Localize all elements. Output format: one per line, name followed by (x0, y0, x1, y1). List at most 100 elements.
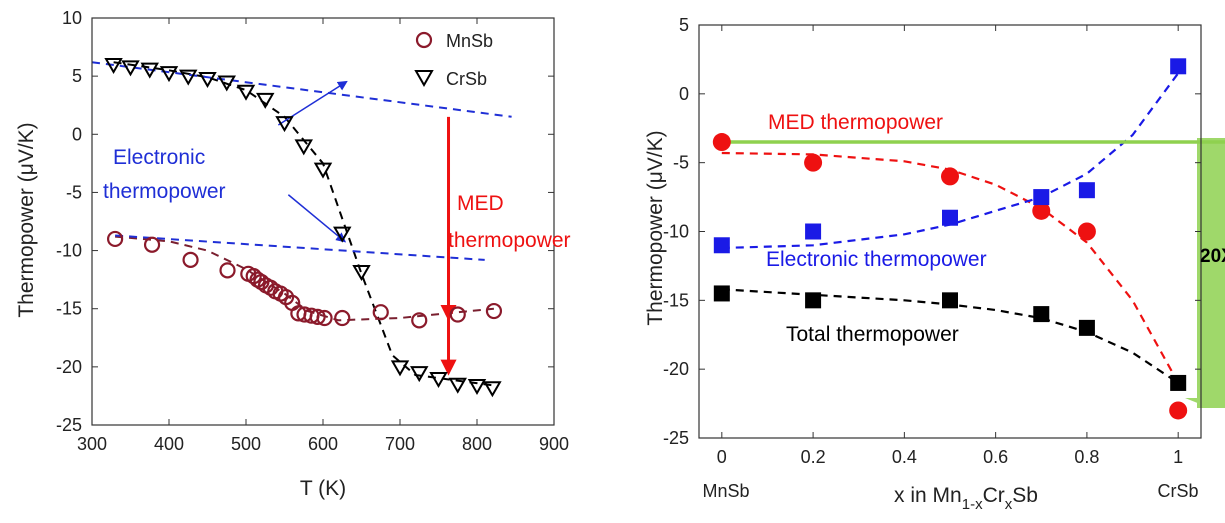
crsb-data-point (313, 162, 333, 179)
electronic-data-point (942, 209, 958, 226)
crsb-data-point (294, 139, 313, 156)
left-y-axis-label: Thermopower (μV/K) (15, 122, 38, 317)
left-legend: MnSb CrSb (414, 31, 493, 89)
green-bar-arrowhead (1185, 398, 1225, 408)
total-data-point (713, 285, 730, 302)
med-data-point (941, 167, 959, 186)
legend-crsb-label: CrSb (446, 69, 487, 89)
total-thermopower-label: Total thermopower (786, 323, 959, 346)
y-tick-label: -25 (56, 415, 82, 435)
mnsb-data-point (334, 309, 351, 327)
mnsb-data-point (316, 309, 333, 327)
mnsb-data-point (143, 236, 161, 253)
mnsb-data-point (411, 312, 428, 329)
mnsb-data-point (182, 251, 199, 268)
crsb-data-point (410, 366, 429, 383)
crsb-data-point (159, 66, 179, 83)
left-chart: 300 400 500 600 700 800 900-25-20-15-10-50510 … (15, 8, 571, 500)
crsb-data-point (352, 265, 371, 282)
right-y-axis-label: Thermopower (μV/K) (644, 130, 667, 325)
x-end-label-crsb: CrSb (1157, 481, 1198, 501)
crsb-data-point (390, 360, 410, 377)
y-tick-label: -20 (56, 357, 82, 377)
crsb-data-point (467, 378, 487, 395)
electronic-pointer-arrow (287, 194, 347, 243)
x-end-label-mnsb: MnSb (702, 481, 749, 501)
total-data-point (942, 292, 958, 309)
total-data-point (1078, 319, 1095, 336)
right-x-axis-label: x in Mn1-xCrxSb (894, 484, 1038, 513)
right-plot-frame (698, 24, 1202, 439)
fit-line (113, 61, 495, 387)
x-tick-label: 0.4 (892, 447, 917, 467)
right-axis-ticks: 0 0.2 0.4 0.6 0.8 1 -25 -20 -15 -10 -5 0 5 (663, 15, 1201, 467)
crsb-data-point (448, 377, 467, 394)
x-tick-label: 0.8 (1074, 447, 1099, 467)
left-data-points (104, 58, 503, 398)
x-tick-label: 1 (1173, 447, 1183, 467)
left-arrows (277, 80, 457, 376)
y-tick-label: 5 (679, 15, 689, 35)
med-data-point (1169, 401, 1188, 420)
med-annotation-line1: MED (457, 192, 504, 215)
y-tick-label: 10 (62, 8, 82, 28)
mnsb-data-point (309, 308, 326, 325)
electronic-data-point (1170, 58, 1187, 75)
crsb-data-point (236, 84, 256, 101)
x-tick-label: 300 (77, 434, 107, 454)
electronic-data-point (1033, 189, 1050, 206)
y-tick-label: -15 (56, 299, 82, 319)
med-thermopower-label: MED thermopower (768, 111, 943, 134)
med-data-point (712, 133, 731, 152)
y-tick-label: 5 (72, 66, 82, 86)
crsb-data-point (198, 71, 217, 88)
x-tick-label: 0.6 (983, 447, 1008, 467)
crsb-data-point (275, 116, 294, 133)
x-tick-label: 700 (385, 434, 415, 454)
right-fit-lines (721, 72, 1180, 384)
crsb-data-point (140, 62, 159, 79)
mnsb-data-point (106, 230, 124, 248)
electronic-annotation-line2: thermopower (103, 180, 226, 203)
mnsb-data-point (219, 262, 236, 279)
x-tick-label: 800 (462, 434, 492, 454)
y-tick-label: -25 (663, 428, 689, 448)
x-tick-label: 600 (308, 434, 338, 454)
med-data-point (804, 153, 823, 172)
electronic-data-point (805, 223, 822, 240)
twenty-x-label: 20X (1200, 246, 1225, 267)
fit-line (115, 234, 485, 261)
med-annotation-line2: thermopower (448, 229, 571, 252)
total-data-point (1170, 374, 1187, 391)
crsb-data-point (429, 371, 448, 388)
x-tick-label: 500 (231, 434, 261, 454)
mnsb-data-point (372, 304, 389, 321)
mnsb-data-point (485, 302, 503, 320)
electronic-data-point (713, 237, 730, 254)
y-tick-label: -15 (663, 290, 689, 310)
total-data-point (1033, 306, 1050, 323)
x-tick-label: 900 (539, 434, 569, 454)
left-axis-ticks: 300 400 500 600 700 800 900 -25 -20 -15 -10 -5 0 5 10 (56, 8, 569, 454)
crsb-data-point (217, 75, 236, 92)
electronic-data-point (1078, 182, 1095, 199)
legend-crsb-marker (414, 70, 434, 88)
crsb-data-point (483, 381, 502, 398)
med-data-point (1032, 201, 1051, 220)
crsb-data-point (333, 226, 352, 243)
crsb-data-point (121, 60, 140, 77)
left-x-axis-label: T (K) (300, 477, 346, 500)
y-tick-label: -10 (56, 241, 82, 261)
y-tick-label: -5 (66, 182, 82, 202)
y-tick-label: 0 (679, 84, 689, 104)
y-tick-label: 0 (72, 124, 82, 144)
green-bar (1197, 138, 1225, 408)
right-data-points (712, 58, 1188, 420)
mnsb-data-point (449, 306, 466, 323)
crsb-data-point (104, 58, 123, 75)
right-chart: 0 0.2 0.4 0.6 0.8 1 -25 -20 -15 -10 -5 0 5 20X MED t… (644, 15, 1225, 513)
x-tick-label: 400 (154, 434, 184, 454)
electronic-thermopower-label: Electronic thermopower (766, 248, 987, 271)
fit-line (721, 151, 1180, 384)
